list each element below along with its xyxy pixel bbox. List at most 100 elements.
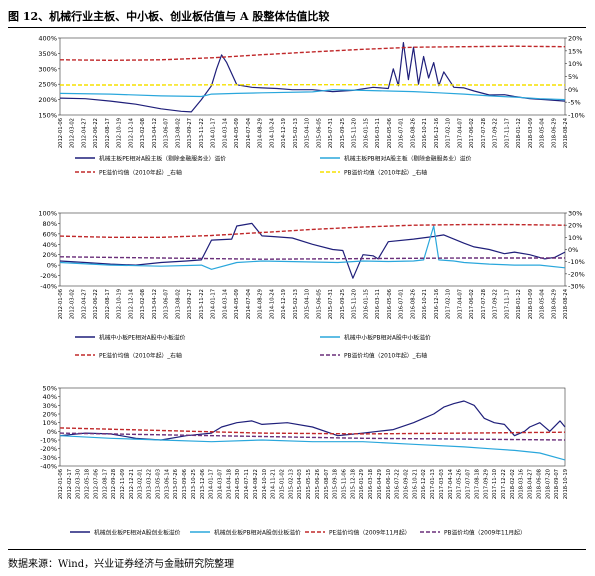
x-tick-label: 2013-11-22 — [199, 289, 205, 319]
x-tick-label: 2017-11-17 — [504, 118, 510, 148]
x-tick-label: 2013-04-12 — [152, 118, 158, 148]
x-tick-label: 2015-06-05 — [316, 118, 322, 148]
x-tick-label: 2017-07-28 — [481, 118, 487, 148]
legend-label: 机械中小板PB相对A股中小板溢价 — [344, 334, 431, 342]
x-tick-label: 2012-12-14 — [128, 117, 134, 148]
x-tick-label: 2012-10-19 — [117, 118, 123, 148]
x-tick-label: 2017-02-10 — [446, 289, 452, 319]
x-tick-label: 2013-11-22 — [199, 118, 205, 148]
y-right-tick-label: 20% — [568, 222, 582, 230]
x-tick-label: 2017-12-22 — [501, 469, 507, 499]
source-rule — [8, 549, 586, 550]
x-tick-label: 2018-06-29 — [551, 289, 557, 319]
legend-label: PE溢价均值（2010年起）_右轴 — [99, 352, 182, 360]
x-tick-label: 2015-04-10 — [305, 118, 311, 148]
y-left-tick-label: 10% — [43, 419, 57, 427]
x-tick-label: 2014-08-29 — [258, 118, 264, 148]
x-tick-label: 2012-12-14 — [128, 288, 134, 319]
x-tick-label: 2012-04-27 — [81, 289, 87, 319]
legend-label: 机械创业板PB相对A股创业板溢价 — [214, 529, 301, 537]
chart-panel-middle: 100% 80% 60% 40% 20% 0% -20% -40% 30% 20% 10% 0% -10… — [38, 210, 585, 360]
y-right-tick-label: 15% — [568, 47, 582, 55]
x-tick-label: 2012-12-21 — [129, 469, 135, 499]
y-right-tick-label: -30% — [568, 283, 585, 291]
y-left-tick-label: -20% — [40, 272, 57, 280]
x-tick-label: 2012-01-06 — [58, 118, 64, 148]
x-tick-label: 2017-08-18 — [474, 469, 480, 499]
x-tick-label: 2016-10-21 — [422, 118, 428, 148]
x-tick-label: 2014-05-09 — [234, 118, 240, 148]
x-tick-label: 2012-01-06 — [58, 469, 64, 499]
x-tick-label: 2016-05-06 — [387, 289, 393, 319]
legend-label: PB溢价均值（2009年11月起） — [444, 529, 526, 537]
x-tick-label: 2012-07-06 — [93, 469, 99, 499]
legend-label: 机械创业板PE相对A股创业板溢价 — [94, 529, 181, 537]
x-tick-label: 2013-06-07 — [164, 118, 170, 148]
x-tick-label: 2015-02-13 — [293, 289, 299, 319]
x-tick-label: 2018-08-24 — [563, 288, 569, 319]
x-tick-label: 2014-08-29 — [258, 289, 264, 319]
x-tick-label: 2012-08-17 — [105, 118, 111, 148]
x-tick-label: 2012-08-17 — [102, 469, 108, 499]
legend-label: PE溢价均值（2009年11月起） — [329, 529, 410, 537]
x-tick-label: 2016-03-11 — [375, 118, 381, 148]
x-tick-label: 2013-06-14 — [164, 468, 170, 499]
x-tick-label: 2014-05-09 — [234, 289, 240, 319]
title-rule — [8, 27, 586, 28]
x-tick-label: 2016-03-11 — [375, 289, 381, 319]
x-tick-label: 2017-04-07 — [457, 118, 463, 148]
x-tick-label: 2016-08-26 — [410, 289, 416, 319]
x-tick-label: 2015-11-20 — [352, 289, 358, 319]
x-tick-label: 2016-10-21 — [412, 469, 418, 499]
x-tick-label: 2017-06-02 — [469, 118, 475, 148]
x-tick-label: 2015-06-26 — [315, 469, 321, 499]
x-tick-label: 2014-11-21 — [271, 469, 277, 499]
series-line-0 — [59, 42, 566, 113]
x-tick-label: 2014-03-14 — [222, 288, 228, 319]
y-left-tick-label: 30% — [43, 402, 57, 410]
x-tick-label: 2013-05-03 — [155, 469, 161, 499]
x-tick-label: 2014-01-17 — [211, 118, 217, 148]
y-right-tick-label: -10% — [568, 258, 585, 266]
x-tick-label: 2017-09-22 — [493, 289, 499, 319]
legend-label: 机械主板PB相对A股主板（剔除金融服务业）溢价 — [344, 155, 472, 163]
x-tick-label: 2017-04-07 — [457, 289, 463, 319]
x-tick-label: 2017-11-10 — [492, 469, 498, 499]
x-tick-label: 2018-03-16 — [519, 469, 525, 499]
x-tick-label: 2018-07-20 — [545, 469, 551, 499]
x-tick-label: 2014-04-18 — [226, 469, 232, 499]
x-tick-label: 2016-01-29 — [359, 469, 365, 499]
x-tick-label: 2014-01-17 — [209, 469, 215, 499]
x-tick-label: 2018-09-07 — [554, 469, 560, 499]
x-tick-label: 2012-04-27 — [81, 118, 87, 148]
x-tick-label: 2014-12-19 — [281, 118, 287, 148]
y-left-tick-label: 20% — [43, 411, 57, 419]
y-left-tick-label: 80% — [43, 220, 57, 228]
x-tick-label: 2017-09-22 — [493, 118, 499, 148]
x-tick-label: 2013-10-25 — [191, 469, 197, 499]
chart-panel-top: 400% 350% 300% 250% 200% 150% 20% 15% 10% 5% 0% -5%… — [38, 35, 585, 177]
x-tick-label: 2016-03-18 — [368, 469, 374, 499]
y-right-tick-label: -10% — [568, 112, 585, 120]
y-left-tick-label: 100% — [38, 210, 57, 218]
y-left-tick-label: 0% — [47, 262, 57, 270]
y-left-tick-label: 250% — [38, 81, 57, 89]
x-tick-label: 2012-03-30 — [76, 469, 82, 499]
y-left-tick-label: -40% — [40, 463, 57, 471]
y-left-tick-label: 20% — [43, 251, 57, 259]
x-tick-label: 2012-06-22 — [93, 289, 99, 319]
x-tick-label: 2017-06-02 — [469, 289, 475, 319]
x-tick-label: 2013-03-22 — [147, 469, 153, 499]
x-tick-label: 2016-07-22 — [395, 469, 401, 499]
y-left-tick-label: 60% — [43, 230, 57, 238]
series-line-0 — [59, 222, 566, 279]
x-tick-label: 2017-07-28 — [481, 289, 487, 319]
x-tick-label: 2015-05-15 — [306, 469, 312, 499]
x-tick-label: 2012-05-18 — [85, 469, 91, 499]
x-tick-label: 2015-04-03 — [297, 469, 303, 499]
x-tick-label: 2016-10-21 — [422, 289, 428, 319]
x-tick-label: 2016-01-15 — [363, 289, 369, 319]
series-line-2 — [59, 223, 566, 238]
x-tick-label: 2015-07-31 — [328, 118, 334, 148]
x-tick-label: 2017-11-17 — [504, 289, 510, 319]
